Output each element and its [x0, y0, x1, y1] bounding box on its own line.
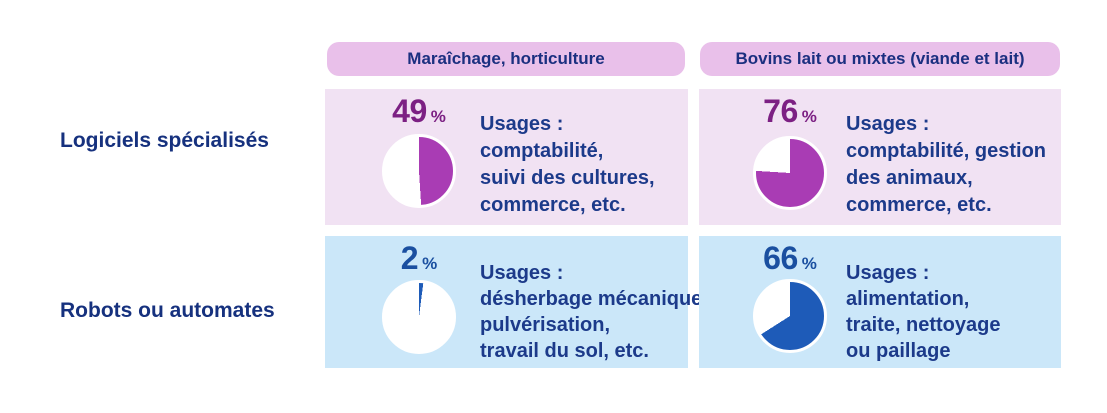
cell-logiciels-maraichage: 49% Usages : comptabilité, suivi des cul…: [325, 89, 688, 225]
column-header-maraichage-horticulture: Maraîchage, horticulture: [327, 42, 685, 76]
cell-robots-maraichage: 2% Usages : désherbage mécanique, pulvér…: [325, 236, 708, 368]
usage-text: Usages : comptabilité, gestion des anima…: [846, 111, 1046, 219]
pie-value-unit: %: [430, 107, 446, 126]
pie-value-label: 66%: [720, 241, 860, 282]
pie-value-number: 49: [392, 93, 427, 129]
cell-logiciels-bovins: 76% Usages : comptabilité, gestion des a…: [699, 89, 1061, 225]
usage-text: Usages : comptabilité, suivi des culture…: [480, 111, 655, 219]
pie-value-label: 2%: [349, 241, 489, 282]
pie-chart-robots-bovins: [753, 279, 827, 353]
pie-value-unit: %: [801, 254, 817, 273]
column-header-bovins-lait-ou-mixtes: Bovins lait ou mixtes (viande et lait): [700, 42, 1060, 76]
usage-line: pulvérisation,: [480, 314, 611, 336]
pie-value-number: 66: [763, 240, 798, 276]
cell-robots-bovins: 66% Usages : alimentation, traite, netto…: [699, 236, 1061, 368]
usage-line: alimentation,: [846, 288, 970, 310]
usage-line: Usages :: [480, 262, 564, 284]
usage-line: commerce, etc.: [480, 194, 626, 216]
usage-line: désherbage mécanique,: [480, 288, 708, 310]
pie-value-label: 76%: [720, 94, 860, 135]
usage-line: des animaux,: [846, 167, 973, 189]
usage-text: Usages : alimentation, traite, nettoyage…: [846, 260, 1000, 364]
usage-line: traite, nettoyage: [846, 314, 1001, 336]
usage-line: comptabilité, gestion: [846, 140, 1047, 162]
pie-value-unit: %: [801, 107, 817, 126]
usage-line: Usages :: [480, 113, 564, 135]
pie-chart-robots-maraichage: [382, 280, 456, 354]
usage-line: ou paillage: [846, 340, 951, 362]
row-label-robots-ou-automates: Robots ou automates: [60, 299, 275, 322]
usage-line: commerce, etc.: [846, 194, 992, 216]
pie-value-label: 49%: [349, 94, 489, 135]
usage-text: Usages : désherbage mécanique, pulvérisa…: [480, 260, 708, 364]
usage-line: Usages :: [846, 113, 930, 135]
row-label-logiciels-specialises: Logiciels spécialisés: [60, 129, 269, 152]
pie-chart-logiciels-maraichage: [382, 134, 456, 208]
usage-line: Usages :: [846, 262, 930, 284]
pie-value-number: 76: [763, 93, 798, 129]
pie-value-number: 2: [400, 240, 419, 276]
usage-line: travail du sol, etc.: [480, 340, 649, 362]
pie-value-unit: %: [422, 254, 438, 273]
pie-chart-logiciels-bovins: [753, 136, 827, 210]
usage-line: suivi des cultures,: [480, 167, 655, 189]
usage-line: comptabilité,: [480, 140, 604, 162]
